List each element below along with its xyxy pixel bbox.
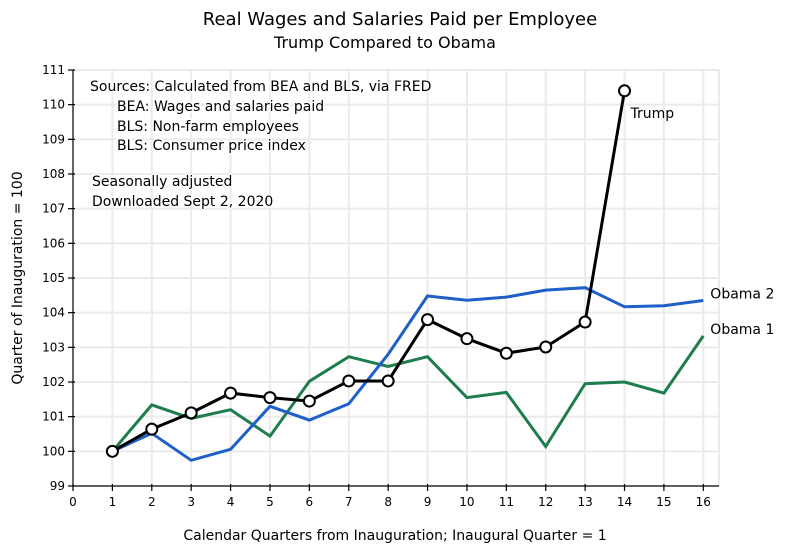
- x-tick-label: 7: [345, 495, 353, 509]
- chart-title: Real Wages and Salaries Paid per Employe…: [203, 9, 597, 30]
- series-line-trump: [111, 90, 626, 453]
- data-point-trump: [263, 391, 277, 405]
- x-tick-label: 11: [499, 495, 514, 509]
- data-point-trump: [539, 340, 553, 354]
- x-tick-label: 5: [266, 495, 274, 509]
- data-point-trump: [578, 315, 592, 329]
- data-point-trump: [499, 346, 513, 360]
- data-point-trump: [302, 394, 316, 408]
- x-tick-label: 8: [384, 495, 392, 509]
- y-axis-label: Quarter of Inauguration = 100: [10, 171, 26, 384]
- x-tick-label: 6: [306, 495, 314, 509]
- series-label-obama-2: Obama 2: [710, 287, 774, 303]
- data-point-trump: [145, 422, 159, 436]
- y-tick-label: 110: [42, 98, 65, 112]
- series-group: [105, 84, 705, 462]
- data-point-trump: [342, 374, 356, 388]
- y-tick-label: 104: [42, 306, 65, 320]
- annotation-bls-cpi: BLS: Consumer price index: [117, 138, 306, 154]
- x-tick-label: 1: [109, 495, 117, 509]
- annotation-downloaded: Downloaded Sept 2, 2020: [92, 194, 273, 210]
- annotation-bea: BEA: Wages and salaries paid: [117, 99, 324, 115]
- x-tick-label: 16: [696, 495, 711, 509]
- y-tick-label: 108: [42, 167, 65, 181]
- y-tick-label: 109: [42, 132, 65, 146]
- x-tick-label: 12: [538, 495, 553, 509]
- x-tick-label: 13: [577, 495, 592, 509]
- y-tick-label: 105: [42, 271, 65, 285]
- y-tick-label: 99: [50, 479, 65, 493]
- series-line-obama-2: [111, 286, 704, 462]
- series-labels: Obama 1 Obama 2 Trump: [630, 106, 775, 338]
- x-tick-label: 4: [227, 495, 235, 509]
- y-tick-label: 111: [42, 63, 65, 77]
- x-tick-label: 2: [148, 495, 156, 509]
- data-point-trump: [618, 84, 632, 98]
- y-tick-label: 106: [42, 236, 65, 250]
- annotation-sources: Sources: Calculated from BEA and BLS, vi…: [90, 79, 431, 95]
- series-line-obama-1: [111, 335, 705, 453]
- y-tick-label: 103: [42, 340, 65, 354]
- data-point-trump: [381, 374, 395, 388]
- annotation-seasonally-adjusted: Seasonally adjusted: [92, 174, 232, 190]
- x-tick-label: 10: [459, 495, 474, 509]
- x-tick-label: 15: [656, 495, 671, 509]
- data-point-trump: [105, 444, 119, 458]
- data-point-trump: [224, 386, 238, 400]
- chart-subtitle: Trump Compared to Obama: [273, 33, 496, 52]
- x-tick-label: 14: [617, 495, 632, 509]
- x-tick-label: 3: [187, 495, 195, 509]
- annotation-bls-employees: BLS: Non-farm employees: [117, 119, 299, 135]
- y-tick-label: 101: [42, 410, 65, 424]
- data-point-trump: [421, 313, 435, 327]
- data-point-trump: [460, 332, 474, 346]
- data-point-trump: [184, 406, 198, 420]
- grid: [73, 69, 721, 486]
- series-label-trump: Trump: [630, 106, 675, 122]
- y-tick-label: 100: [42, 444, 65, 458]
- y-tick-label: 102: [42, 375, 65, 389]
- x-tick-label: 9: [424, 495, 432, 509]
- x-axis-label: Calendar Quarters from Inauguration; Ina…: [183, 528, 606, 544]
- source-annotations: Sources: Calculated from BEA and BLS, vi…: [89, 78, 433, 212]
- series-label-obama-1: Obama 1: [710, 322, 774, 338]
- y-tick-label: 107: [42, 202, 65, 216]
- x-tick-label: 0: [69, 495, 77, 509]
